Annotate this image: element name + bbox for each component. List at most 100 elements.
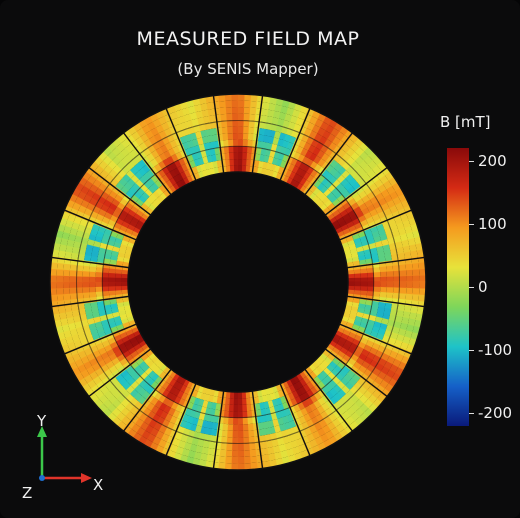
field-cell — [128, 319, 137, 327]
field-cell — [245, 159, 251, 167]
field-cell — [219, 456, 227, 464]
field-cell — [259, 115, 268, 123]
field-cell — [416, 248, 425, 257]
field-cell — [72, 310, 80, 318]
field-cell — [76, 287, 83, 295]
field-cell — [141, 364, 150, 373]
field-cell — [363, 308, 372, 315]
field-cell — [418, 261, 426, 270]
colorbar-tickmark — [469, 160, 474, 162]
field-cell — [333, 162, 343, 172]
field-cell — [205, 427, 213, 436]
field-cell — [213, 389, 220, 397]
field-cell — [231, 113, 238, 121]
field-cell — [134, 179, 144, 189]
field-cell — [321, 359, 330, 368]
segment-line — [324, 166, 388, 216]
field-cell — [332, 170, 342, 180]
field-cell — [415, 312, 424, 322]
field-cell — [203, 413, 211, 422]
field-cell — [343, 181, 353, 191]
field-cell — [242, 139, 248, 147]
field-cell — [146, 196, 155, 205]
field-cell — [299, 385, 308, 395]
field-cell — [257, 127, 266, 136]
field-cell — [238, 456, 246, 464]
field-cell — [142, 399, 152, 409]
field-cell — [138, 195, 147, 204]
field-cell — [243, 437, 251, 444]
field-cell — [399, 286, 407, 294]
field-cell — [241, 391, 247, 399]
field-cell — [354, 285, 361, 291]
field-cell — [132, 373, 141, 382]
field-cell — [115, 373, 125, 383]
field-cell — [142, 383, 152, 392]
field-cell — [257, 422, 265, 430]
segment-line — [251, 95, 264, 174]
field-cell — [172, 175, 180, 184]
field-cell — [367, 281, 374, 287]
field-cell — [155, 368, 164, 377]
field-cell — [350, 353, 360, 362]
field-cell — [224, 100, 232, 108]
field-cell — [336, 174, 346, 184]
field-cell — [217, 390, 224, 398]
field-cell — [402, 244, 411, 253]
field-cell — [144, 367, 154, 376]
field-cell — [247, 133, 254, 141]
field-cell — [379, 265, 387, 273]
colorbar-tick-label: -100 — [478, 341, 513, 360]
field-cell — [82, 282, 90, 289]
field-cell — [74, 235, 83, 244]
field-cell — [108, 277, 116, 283]
field-cell — [341, 189, 351, 199]
field-cell — [338, 219, 347, 228]
field-cell — [313, 179, 322, 188]
field-cell — [203, 122, 211, 131]
field-cell — [91, 306, 99, 314]
field-cell — [389, 247, 398, 255]
field-cell — [78, 309, 87, 317]
field-cell — [329, 379, 338, 388]
field-cell — [220, 443, 228, 451]
field-cell — [242, 417, 249, 425]
field-cell — [405, 292, 413, 301]
field-cell — [355, 368, 365, 378]
field-cell — [102, 267, 110, 274]
field-cell — [120, 165, 130, 175]
field-cell — [326, 363, 335, 372]
field-cell — [316, 182, 325, 191]
field-cell — [63, 225, 72, 235]
field-cell — [195, 425, 203, 434]
field-cell — [225, 391, 231, 399]
field-cell — [380, 270, 387, 278]
field-cell — [82, 292, 90, 300]
field-cell — [102, 291, 110, 297]
field-cell — [377, 306, 385, 313]
field-cell — [96, 300, 105, 308]
field-cell — [405, 262, 413, 271]
field-cell — [114, 350, 124, 359]
field-cell — [365, 299, 373, 306]
field-cell — [259, 147, 267, 156]
field-cell — [263, 427, 272, 436]
field-cell — [117, 386, 127, 396]
field-cell — [138, 206, 147, 215]
field-cell — [326, 202, 335, 211]
field-cell — [406, 274, 413, 282]
field-cell — [401, 238, 410, 247]
field-cell — [406, 268, 413, 277]
field-cell — [339, 209, 348, 217]
field-cell — [237, 152, 243, 160]
field-cell — [139, 379, 148, 389]
field-cell — [212, 395, 219, 404]
field-cell — [233, 417, 239, 425]
field-cell — [242, 404, 248, 412]
field-cell — [295, 388, 304, 397]
field-cell — [176, 382, 184, 391]
field-cell — [358, 189, 367, 199]
field-cell — [128, 157, 139, 167]
field-cell — [334, 212, 343, 221]
field-cell — [150, 389, 159, 398]
